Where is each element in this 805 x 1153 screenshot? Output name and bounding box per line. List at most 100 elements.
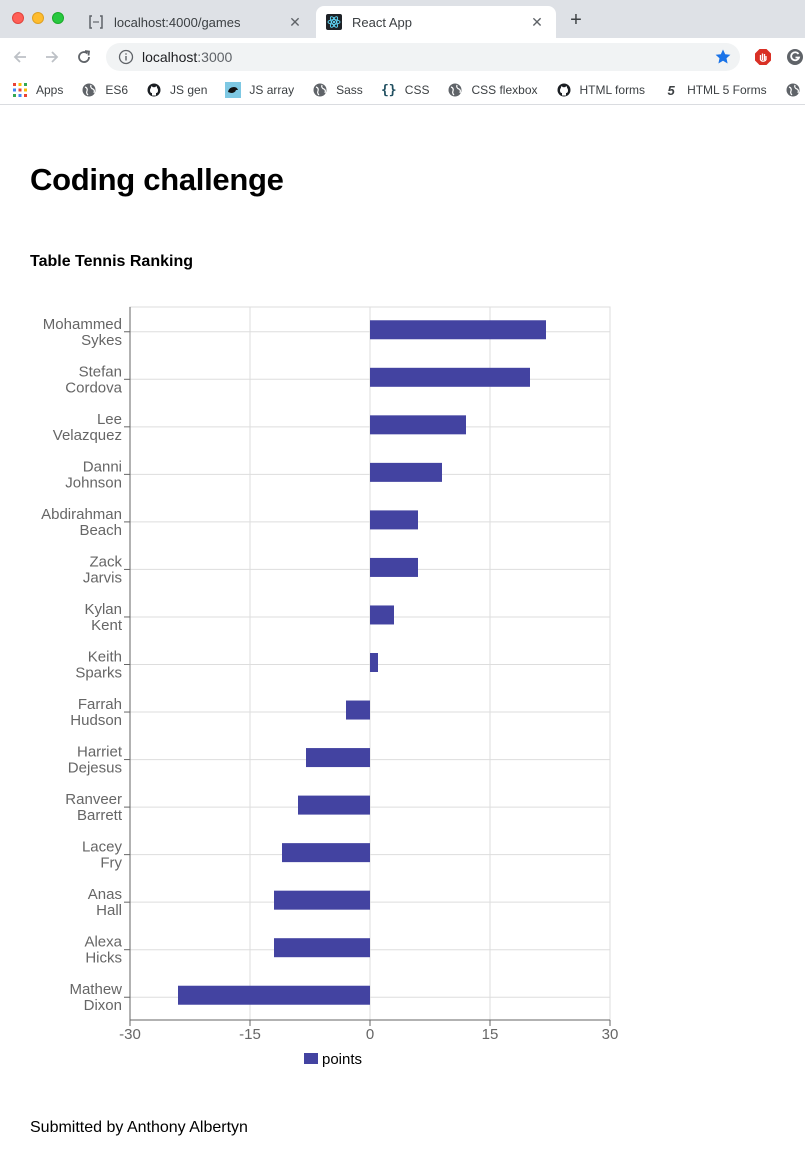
bookmark-sass[interactable]: Sass (312, 82, 363, 98)
y-tick-label: Mathew Dixon (69, 981, 122, 1014)
y-tick-label-line: Zack (89, 553, 122, 570)
url-port: :3000 (197, 49, 233, 65)
y-tick-label-line: Kent (91, 617, 123, 634)
bar-abdirahman-beach (370, 510, 418, 530)
y-tick-label-line: Cordova (65, 379, 122, 396)
x-tick-label: 0 (366, 1026, 374, 1043)
y-tick-label: Ranveer Barrett (65, 791, 123, 824)
y-tick-label-line: Alexa (84, 934, 122, 951)
y-tick-label-line: Ranveer (65, 791, 122, 808)
y-tick-label: Farrah Hudson (70, 696, 122, 729)
bookmark-js-gen[interactable]: JS gen (146, 82, 207, 98)
bookmark-label: Sass (336, 83, 363, 97)
x-tick-label: -30 (119, 1026, 141, 1043)
y-tick-label-line: Stefan (79, 363, 122, 380)
bookmark-apps[interactable]: Apps (12, 82, 63, 98)
y-tick-label-line: Hall (96, 902, 122, 919)
apps-grid-icon (12, 82, 28, 98)
tab-bar: localhost:4000/games ✕ React App ✕ + (0, 0, 805, 38)
bookmark-label: HTML 5 Forms (687, 83, 767, 97)
y-tick-label-line: Sykes (81, 332, 122, 349)
y-tick-label-line: Dixon (84, 997, 122, 1014)
y-tick-label: Keith Sparks (75, 649, 122, 682)
adblock-extension-icon[interactable] (754, 48, 772, 66)
y-tick-label: Zack Jarvis (83, 553, 123, 586)
github-icon (556, 82, 572, 98)
maximize-window-button[interactable] (52, 12, 64, 24)
y-tick-label: Mohammed Sykes (43, 316, 122, 349)
page-icon (88, 14, 104, 30)
ranking-chart: Mohammed Sykes Stefan Cordova Lee Velazquez Da… (41, 306, 618, 1068)
y-tick-label-line: Lee (97, 411, 122, 428)
y-tick-label-line: Velazquez (53, 427, 122, 444)
bookmark-html5-forms[interactable]: 5 HTML 5 Forms (663, 82, 767, 98)
chart-heading: Table Tennis Ranking (30, 253, 193, 270)
bar-anas-hall (274, 890, 370, 910)
address-bar[interactable]: localhost:3000 (106, 43, 740, 71)
bookmark-html-forms[interactable]: HTML forms (556, 82, 645, 98)
y-tick-label-line: Kylan (84, 601, 122, 618)
globe-icon (81, 82, 97, 98)
footer-credit: Submitted by Anthony Albertyn (30, 1119, 248, 1136)
info-icon[interactable] (118, 49, 134, 65)
bookmark-star-icon[interactable] (714, 48, 732, 66)
react-icon (326, 14, 342, 30)
x-tick-label: -15 (239, 1026, 261, 1043)
tab-title: localhost:4000/games (114, 14, 241, 30)
x-tick-label: 30 (602, 1026, 619, 1043)
html5-icon: 5 (667, 82, 675, 98)
close-window-button[interactable] (12, 12, 24, 24)
minimize-window-button[interactable] (32, 12, 44, 24)
new-tab-button[interactable]: + (570, 9, 582, 31)
y-tick-label: Lee Velazquez (53, 411, 122, 444)
bookmark-overflow[interactable] (785, 82, 805, 98)
back-arrow-icon[interactable] (10, 47, 30, 67)
legend-label: points (322, 1051, 362, 1068)
y-tick-label-line: Danni (83, 458, 122, 475)
y-tick-label-line: Keith (88, 649, 122, 666)
y-tick-label-line: Dejesus (68, 760, 122, 777)
page-title: Coding challenge (30, 162, 284, 197)
y-tick-label-line: Mohammed (43, 316, 122, 333)
bar-alexa-hicks (274, 938, 370, 958)
forward-arrow-icon[interactable] (42, 47, 62, 67)
bookmark-label: ES6 (105, 83, 129, 97)
bookmark-label: JS array (249, 83, 295, 97)
bookmarks-bar: Apps ES6 JS gen JS array Sass {} CSS CSS… (0, 76, 805, 105)
bookmark-js-array[interactable]: JS array (225, 82, 294, 98)
bookmark-label: CSS (404, 83, 430, 97)
y-tick-label: Stefan Cordova (65, 363, 122, 396)
bookmark-es6[interactable]: ES6 (81, 82, 128, 98)
grammarly-extension-icon[interactable] (786, 48, 804, 66)
chart-labels: Mohammed Sykes Stefan Cordova Lee Velazquez Da… (41, 316, 618, 1043)
browser-toolbar: localhost:3000 (0, 38, 805, 76)
y-tick-label-line: Fry (100, 855, 122, 872)
bar-lacey-fry (282, 843, 370, 863)
y-tick-label: Anas Hall (88, 886, 122, 919)
tab-localhost-games[interactable]: localhost:4000/games ✕ (78, 6, 314, 38)
bar-keith-sparks (370, 653, 378, 672)
bookmark-css[interactable]: {} CSS (381, 82, 430, 98)
bookmark-label: JS gen (170, 83, 208, 97)
y-tick-label: Abdirahman Beach (41, 506, 122, 539)
chart-legend: points (304, 1051, 362, 1068)
y-tick-label-line: Hudson (70, 712, 122, 729)
bar-danni-johnson (370, 462, 442, 482)
bookmark-css-flexbox[interactable]: CSS flexbox (447, 82, 538, 98)
y-tick-label-line: Sparks (75, 665, 122, 682)
legend-swatch (304, 1053, 318, 1064)
y-tick-label: Danni Johnson (65, 458, 122, 491)
bookmark-label: Apps (36, 83, 64, 97)
y-tick-label: Kylan Kent (84, 601, 122, 634)
reload-icon[interactable] (74, 47, 94, 67)
url-host: localhost (142, 49, 198, 65)
close-tab-icon[interactable]: ✕ (531, 13, 543, 30)
bar-zack-jarvis (370, 557, 418, 577)
close-tab-icon[interactable]: ✕ (289, 13, 301, 30)
y-tick-label-line: Mathew (69, 981, 122, 998)
tab-react-app[interactable]: React App ✕ (316, 6, 556, 38)
bar-ranveer-barrett (298, 795, 370, 815)
y-tick-label-line: Hicks (85, 950, 122, 967)
x-tick-label: 15 (482, 1026, 499, 1043)
y-tick-label: Lacey Fry (82, 839, 123, 872)
